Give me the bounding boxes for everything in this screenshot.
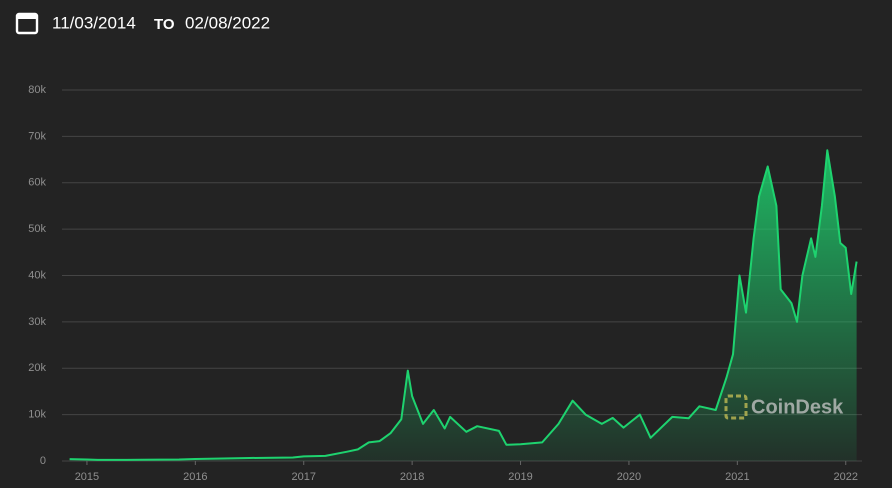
plot: 0 10k 20k 30k 40k 50k 60k 70k 80k 2015 2016 2017 201… (28, 84, 862, 483)
x-tick-label: 2018 (400, 471, 424, 483)
to-label: TO (154, 16, 175, 33)
y-tick-label: 30k (28, 316, 46, 328)
y-tick-label: 50k (28, 223, 46, 235)
watermark: CoinDesk (724, 394, 844, 420)
calendar-icon[interactable] (15, 12, 39, 35)
x-tick-label: 2016 (183, 471, 207, 483)
x-tick-label: 2015 (75, 471, 99, 483)
area-fill (69, 150, 857, 462)
y-tick-label: 80k (28, 84, 46, 96)
x-tick-label: 2021 (725, 471, 749, 483)
y-tick-label: 0 (40, 455, 46, 467)
start-date[interactable]: 11/03/2014 (52, 13, 136, 32)
x-tick-label: 2022 (833, 471, 857, 483)
watermark-text: CoinDesk (751, 396, 844, 418)
price-line (69, 149, 858, 461)
y-tick-label: 20k (28, 362, 46, 374)
y-tick-label: 60k (28, 177, 46, 189)
end-date[interactable]: 02/08/2022 (185, 13, 270, 32)
x-tick-label: 2019 (508, 471, 532, 483)
x-tick-label: 2020 (617, 471, 641, 483)
y-tick-label: 10k (28, 409, 46, 421)
y-tick-label: 40k (28, 269, 46, 281)
y-tick-label: 70k (28, 130, 46, 142)
x-tick-label: 2017 (291, 471, 315, 483)
